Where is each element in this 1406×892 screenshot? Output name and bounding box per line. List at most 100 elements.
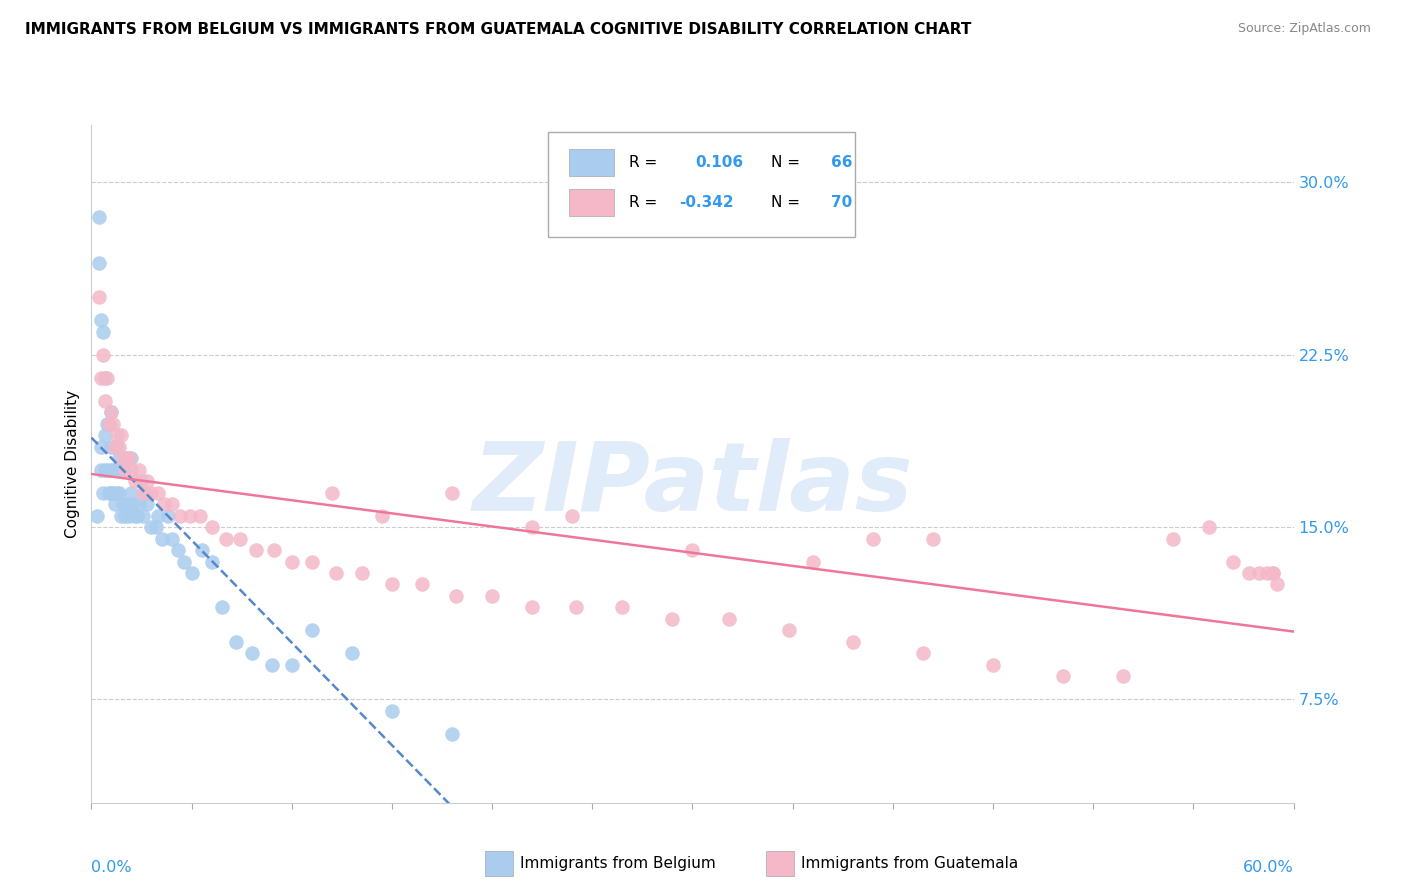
Point — [1239, 566, 1261, 580]
Point — [717, 612, 740, 626]
Point — [122, 497, 145, 511]
Point — [263, 543, 285, 558]
Point — [444, 589, 467, 603]
Point — [114, 462, 136, 476]
Point — [117, 497, 139, 511]
Point — [1198, 520, 1220, 534]
Point — [661, 612, 683, 626]
Point — [100, 440, 122, 454]
Point — [1256, 566, 1278, 580]
Point — [132, 508, 155, 523]
Point — [100, 485, 122, 500]
Point — [107, 485, 129, 500]
Point — [107, 462, 129, 476]
Text: Immigrants from Guatemala: Immigrants from Guatemala — [801, 856, 1019, 871]
Text: -0.342: -0.342 — [679, 195, 734, 211]
Point — [89, 256, 111, 270]
Point — [136, 497, 159, 511]
Point — [94, 428, 117, 442]
Point — [112, 462, 135, 476]
Point — [108, 440, 131, 454]
Point — [160, 532, 183, 546]
Point — [104, 497, 127, 511]
Point — [325, 566, 347, 580]
Point — [90, 313, 112, 327]
Point — [98, 417, 121, 431]
Point — [411, 577, 433, 591]
Point — [114, 451, 136, 466]
Point — [1267, 577, 1289, 591]
Point — [89, 210, 111, 224]
Point — [107, 440, 129, 454]
Point — [240, 647, 263, 661]
Point — [225, 635, 247, 649]
Point — [104, 440, 127, 454]
Point — [146, 508, 169, 523]
Point — [96, 462, 118, 476]
Point — [188, 508, 211, 523]
Point — [301, 624, 323, 638]
Point — [561, 508, 583, 523]
Point — [381, 577, 404, 591]
Point — [100, 405, 122, 419]
Point — [121, 451, 143, 466]
Point — [124, 474, 146, 488]
Point — [350, 566, 373, 580]
Point — [107, 428, 129, 442]
Point — [160, 497, 183, 511]
Point — [1249, 566, 1271, 580]
Point — [440, 485, 463, 500]
Point — [1263, 566, 1285, 580]
Point — [228, 532, 250, 546]
Point — [211, 600, 233, 615]
Text: R =: R = — [628, 154, 662, 169]
Point — [110, 462, 132, 476]
Point — [190, 543, 212, 558]
Point — [90, 370, 112, 384]
Point — [121, 485, 143, 500]
Point — [321, 485, 343, 500]
Point — [128, 462, 150, 476]
Y-axis label: Cognitive Disability: Cognitive Disability — [65, 390, 80, 538]
Point — [612, 600, 634, 615]
Point — [214, 532, 236, 546]
Point — [1112, 669, 1135, 683]
Point — [922, 532, 945, 546]
Text: 70: 70 — [831, 195, 852, 211]
Point — [124, 508, 146, 523]
Text: N =: N = — [770, 195, 804, 211]
Point — [301, 554, 323, 568]
Point — [1263, 566, 1285, 580]
Point — [93, 325, 115, 339]
Text: 0.106: 0.106 — [695, 154, 742, 169]
Point — [281, 554, 304, 568]
Point — [112, 497, 135, 511]
Point — [145, 520, 167, 534]
Point — [565, 600, 588, 615]
Point — [100, 462, 122, 476]
Point — [1222, 554, 1244, 568]
Point — [108, 451, 131, 466]
Text: R =: R = — [628, 195, 662, 211]
Text: 60.0%: 60.0% — [1243, 860, 1294, 875]
Point — [440, 727, 463, 741]
Point — [94, 393, 117, 408]
Point — [522, 600, 544, 615]
Point — [117, 451, 139, 466]
Point — [180, 566, 202, 580]
Point — [96, 370, 118, 384]
Point — [141, 485, 163, 500]
Point — [96, 417, 118, 431]
Point — [281, 657, 304, 672]
Point — [340, 647, 363, 661]
Point — [110, 428, 132, 442]
Point — [132, 485, 155, 500]
Point — [169, 508, 191, 523]
Point — [94, 370, 117, 384]
Text: Source: ZipAtlas.com: Source: ZipAtlas.com — [1237, 22, 1371, 36]
Point — [108, 485, 131, 500]
Point — [260, 657, 283, 672]
Point — [201, 520, 224, 534]
Point — [98, 417, 121, 431]
Point — [94, 462, 117, 476]
